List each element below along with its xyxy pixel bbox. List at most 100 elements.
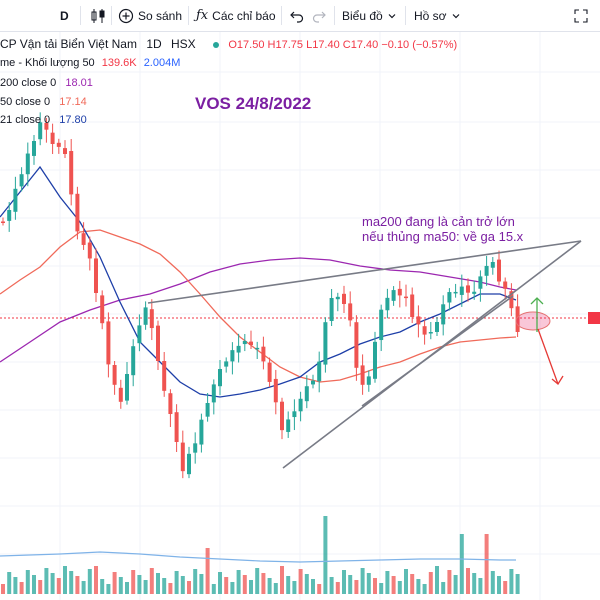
- volume-bar: [292, 581, 297, 594]
- volume-bar: [112, 572, 117, 594]
- candle-body: [137, 325, 142, 344]
- candle-body: [230, 350, 235, 362]
- candle-body: [286, 419, 291, 432]
- symbol-legend[interactable]: CP Vận tải Biển Việt Nam 1D HSX O17.50 H…: [0, 37, 457, 51]
- candle-body: [25, 153, 30, 175]
- undo-button[interactable]: [289, 0, 305, 31]
- candle-body: [379, 309, 384, 341]
- volume-bar: [342, 570, 346, 594]
- candle-body: [441, 304, 446, 325]
- volume-bar: [94, 566, 98, 594]
- volume-bar: [459, 534, 464, 594]
- up-arrow[interactable]: [530, 297, 544, 332]
- volume-bar: [50, 573, 55, 594]
- candle-body: [255, 347, 260, 350]
- candle-body: [81, 233, 86, 245]
- volume-bar: [199, 574, 204, 594]
- volume-bar: [373, 578, 377, 594]
- toolbar-divider: [80, 6, 81, 25]
- candle-body: [218, 369, 222, 387]
- volume-bar: [187, 581, 191, 594]
- volume-bar: [193, 569, 198, 594]
- volume-bar: [335, 582, 340, 594]
- volume-bar: [466, 568, 470, 594]
- candle-body: [273, 378, 278, 403]
- volume-bar: [242, 575, 247, 594]
- compare-button[interactable]: So sánh: [118, 0, 182, 31]
- volume-bar: [100, 579, 105, 594]
- volume-bar: [397, 581, 402, 594]
- volume-bar: [230, 582, 235, 594]
- ma200-line: [0, 257, 517, 363]
- candle-body: [422, 326, 427, 335]
- volume-bar: [218, 572, 222, 594]
- candle-body: [44, 122, 49, 130]
- volume-bar: [69, 571, 74, 594]
- candle-body: [280, 401, 284, 431]
- redo-button[interactable]: [311, 0, 327, 31]
- volume-bar: [497, 576, 501, 594]
- volume-bar: [56, 578, 61, 594]
- volume-bar: [280, 566, 284, 594]
- toolbar-divider: [405, 6, 406, 25]
- volume-bar: [63, 566, 67, 594]
- volume-bar: [87, 569, 92, 594]
- volume-bar: [360, 568, 365, 594]
- volume-bar: [106, 584, 111, 594]
- candle-body: [19, 174, 24, 187]
- volume-legend[interactable]: me - Khối lượng 50 139.6K 2.004M: [0, 57, 180, 69]
- candle-body: [75, 193, 80, 232]
- interval-button[interactable]: D: [60, 0, 69, 31]
- volume-bar: [156, 573, 160, 594]
- candle-body: [199, 419, 204, 445]
- trendline-upper[interactable]: [147, 240, 582, 304]
- volume-bar: [478, 578, 483, 594]
- candle-body: [490, 262, 495, 268]
- highlight-ellipse[interactable]: [515, 311, 551, 331]
- chart-type-menu[interactable]: Biểu đồ: [342, 0, 397, 31]
- candle-body: [156, 325, 160, 361]
- plus-circle-icon: [118, 8, 134, 23]
- ma21-legend[interactable]: 21 close 0 17.80: [0, 114, 87, 126]
- volume-bar: [273, 583, 278, 594]
- indicators-button[interactable]: ƒx Các chỉ báo: [196, 0, 276, 31]
- candle-body: [63, 148, 67, 154]
- candle-body: [472, 291, 477, 294]
- volume-bar: [236, 570, 241, 594]
- profile-menu[interactable]: Hồ sơ: [414, 0, 461, 31]
- candle-body: [298, 398, 303, 412]
- fullscreen-button[interactable]: [574, 0, 588, 31]
- volume-bar: [304, 574, 309, 594]
- volume-bar: [503, 581, 508, 594]
- candle-body: [211, 384, 216, 403]
- candle-body: [162, 361, 167, 391]
- candle-body: [87, 242, 92, 259]
- candle-body: [360, 365, 365, 385]
- volume-bar: [490, 571, 495, 594]
- candle-body: [112, 365, 117, 385]
- annotation-title[interactable]: VOS 24/8/2022: [195, 94, 312, 113]
- candle-body: [447, 292, 452, 303]
- chart-style-button[interactable]: [89, 0, 107, 31]
- ma200-label: 200 close 0: [0, 77, 57, 89]
- down-arrow[interactable]: [537, 328, 564, 385]
- volume-bar: [416, 579, 421, 594]
- candle-body: [261, 346, 266, 362]
- ma200-legend[interactable]: 200 close 0 18.01: [0, 77, 93, 89]
- volume-bar: [385, 571, 390, 594]
- candle-body: [323, 322, 328, 365]
- ma50-legend[interactable]: 50 close 0 17.14: [0, 96, 87, 108]
- chevron-down-icon: [388, 13, 396, 18]
- candles-icon: [91, 8, 105, 23]
- trendline-support[interactable]: [361, 295, 514, 407]
- volume-bar: [81, 581, 86, 594]
- ma50-line: [0, 229, 517, 383]
- volume-bar: [472, 573, 477, 594]
- price-chart[interactable]: [0, 32, 600, 600]
- candle-body: [131, 346, 136, 376]
- annotation-note[interactable]: ma200 đang là cản trở lớn nếu thủng ma50…: [362, 214, 523, 244]
- candle-body: [515, 306, 520, 332]
- profile-label: Hồ sơ: [414, 8, 447, 23]
- compare-label: So sánh: [138, 8, 183, 23]
- ma21-label: 21 close 0: [0, 114, 51, 126]
